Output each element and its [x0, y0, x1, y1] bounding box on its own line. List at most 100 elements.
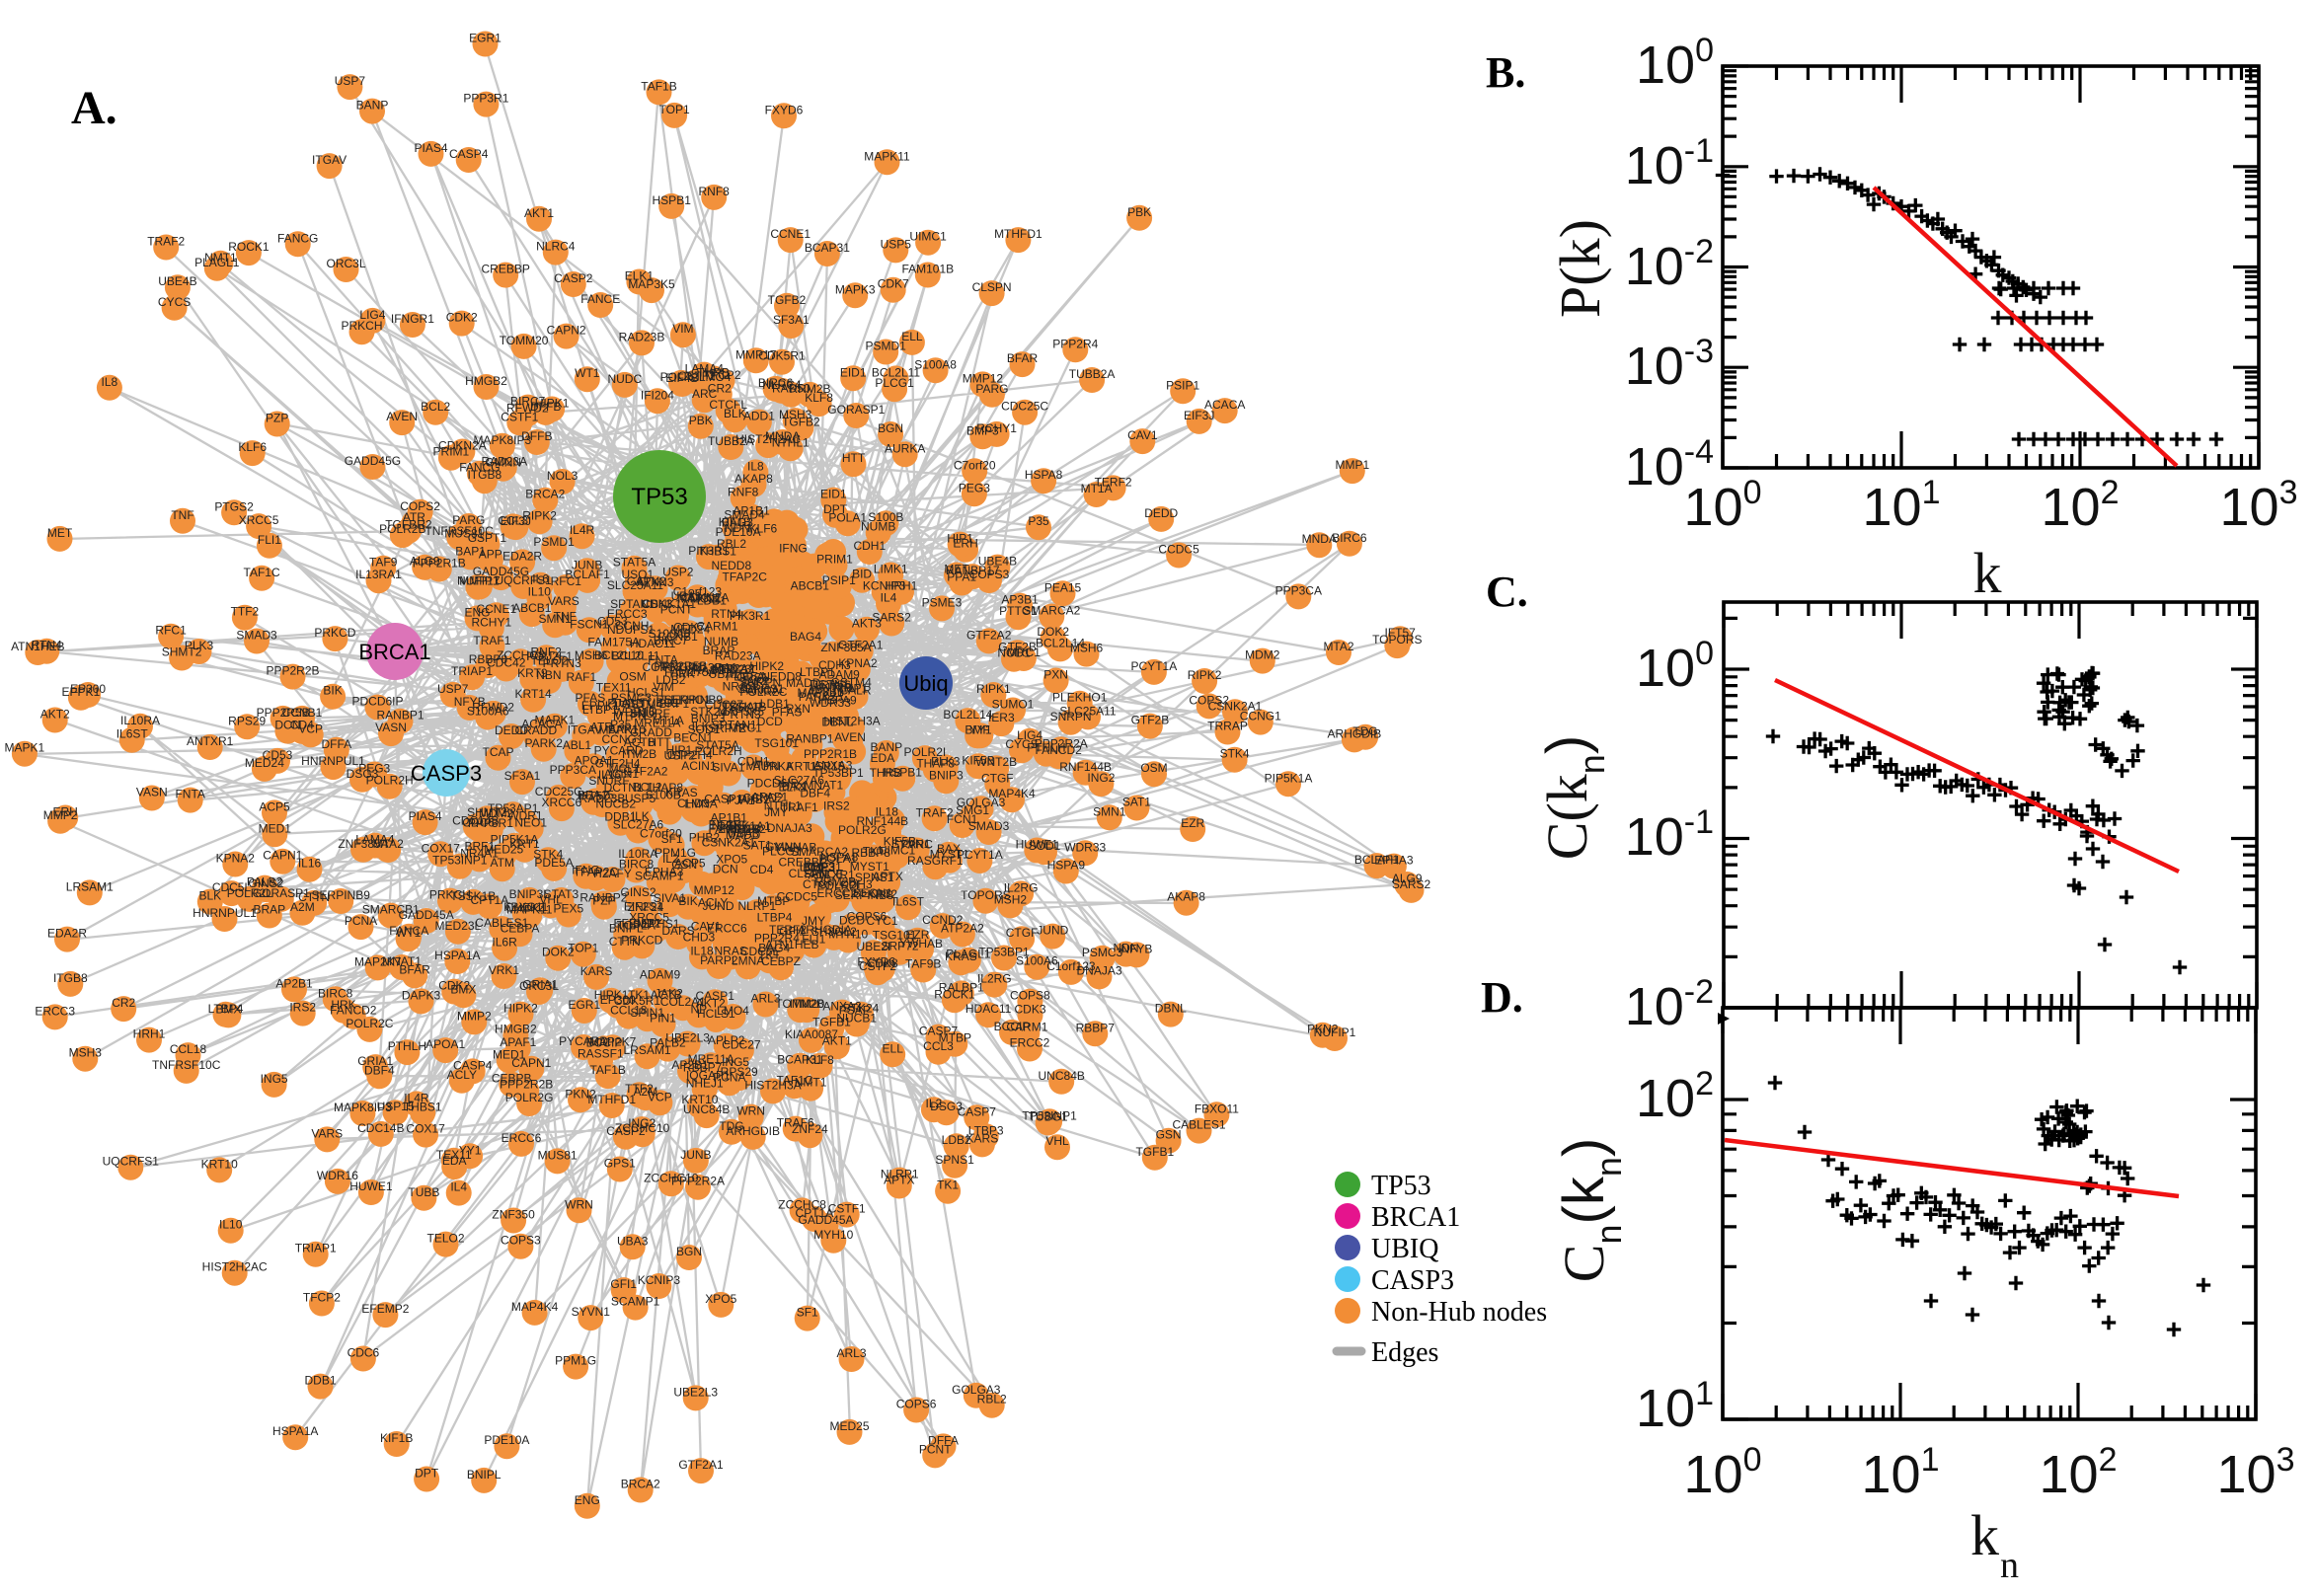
svg-text:SIVA1: SIVA1	[712, 761, 744, 775]
svg-text:RNF8: RNF8	[699, 185, 731, 198]
svg-text:MUS81: MUS81	[538, 1148, 578, 1162]
svg-text:UIMC1: UIMC1	[909, 230, 947, 244]
svg-text:TP53INP1: TP53INP1	[1022, 1108, 1077, 1122]
svg-text:TDG: TDG	[1352, 724, 1377, 738]
svg-text:DPT: DPT	[415, 1467, 439, 1481]
svg-text:TELO2: TELO2	[426, 1232, 464, 1246]
svg-text:HUWE1: HUWE1	[349, 1179, 393, 1193]
svg-text:TRIAP1: TRIAP1	[295, 1242, 337, 1255]
svg-text:CAPN1: CAPN1	[263, 849, 302, 863]
svg-text:USP15: USP15	[807, 760, 844, 774]
svg-text:ELK1: ELK1	[779, 781, 809, 795]
svg-text:PJA1: PJA1	[607, 697, 636, 711]
svg-text:GADD45G: GADD45G	[345, 454, 401, 468]
svg-text:ABL1: ABL1	[563, 738, 592, 752]
svg-text:POLR2I: POLR2I	[660, 370, 703, 384]
svg-text:PJA1: PJA1	[727, 794, 755, 807]
svg-text:YWHAB: YWHAB	[899, 937, 943, 950]
svg-text:EID1: EID1	[840, 365, 867, 379]
svg-text:IL4R: IL4R	[570, 523, 595, 537]
svg-text:RFWD2: RFWD2	[506, 401, 549, 415]
svg-text:XRCC5: XRCC5	[239, 513, 279, 527]
svg-text:SARS2: SARS2	[1392, 877, 1431, 891]
svg-text:MAPK10: MAPK10	[599, 723, 647, 737]
svg-text:PCYT1A: PCYT1A	[1131, 659, 1178, 673]
svg-text:NLRC4: NLRC4	[536, 240, 576, 254]
svg-text:FAM101B: FAM101B	[901, 263, 954, 276]
svg-text:AKT1: AKT1	[524, 206, 554, 220]
svg-text:FANCA: FANCA	[389, 924, 428, 938]
svg-text:GTF2A2: GTF2A2	[966, 628, 1012, 642]
svg-text:GOLGA3: GOLGA3	[952, 1383, 1001, 1397]
svg-text:LIG4: LIG4	[359, 308, 385, 322]
svg-text:PEG3: PEG3	[959, 481, 990, 494]
svg-text:CTTN: CTTN	[609, 935, 641, 949]
svg-text:BRCA2: BRCA2	[525, 488, 565, 501]
svg-text:APAF1: APAF1	[500, 1035, 536, 1049]
svg-text:NTHL1: NTHL1	[772, 435, 810, 449]
svg-text:DOK2: DOK2	[1037, 625, 1069, 639]
svg-text:CASP2: CASP2	[606, 1124, 646, 1138]
svg-text:CAPN1: CAPN1	[511, 1056, 551, 1070]
svg-text:IL10RA: IL10RA	[120, 714, 160, 727]
svg-text:CD53: CD53	[263, 748, 293, 762]
svg-text:TSSK1B: TSSK1B	[450, 889, 496, 903]
svg-text:HRH1: HRH1	[133, 1027, 166, 1041]
svg-text:CAPN2: CAPN2	[547, 324, 586, 338]
svg-text:BMF: BMF	[965, 722, 989, 736]
svg-text:EDA2R: EDA2R	[502, 549, 542, 563]
svg-text:PPM1G: PPM1G	[555, 1354, 596, 1368]
svg-text:MMP2: MMP2	[457, 1009, 492, 1023]
svg-text:C7orf20: C7orf20	[954, 458, 996, 472]
svg-text:PSME3: PSME3	[922, 595, 963, 609]
svg-text:RNF144B: RNF144B	[856, 814, 908, 828]
svg-text:CDK7: CDK7	[673, 620, 705, 634]
svg-text:TAF9B: TAF9B	[905, 957, 941, 971]
svg-text:PARG: PARG	[975, 382, 1008, 396]
svg-text:MAPK1: MAPK1	[5, 741, 45, 755]
svg-text:PIK3R1: PIK3R1	[688, 544, 730, 558]
svg-text:NFYB: NFYB	[1120, 942, 1152, 955]
svg-text:CCNG1: CCNG1	[1240, 710, 1281, 723]
svg-text:FBXO11: FBXO11	[1195, 1102, 1239, 1115]
svg-text:CASP1: CASP1	[696, 989, 735, 1003]
svg-text:MTA2: MTA2	[1323, 640, 1353, 653]
svg-text:MYH10: MYH10	[813, 1228, 853, 1242]
svg-text:PCNT: PCNT	[919, 1442, 952, 1456]
svg-text:OSM: OSM	[1140, 761, 1167, 775]
svg-text:TOP1: TOP1	[659, 103, 690, 116]
svg-text:NFYB: NFYB	[454, 695, 486, 709]
svg-text:ITM2B: ITM2B	[790, 997, 824, 1011]
svg-text:PSIP1: PSIP1	[1166, 378, 1199, 392]
svg-text:CAV1: CAV1	[1127, 428, 1158, 442]
svg-text:PPP3CA: PPP3CA	[1275, 583, 1322, 597]
svg-text:IL8: IL8	[102, 375, 118, 389]
svg-text:MAPK3: MAPK3	[835, 282, 876, 296]
svg-text:SPIN1: SPIN1	[630, 1006, 664, 1020]
svg-text:USP5: USP5	[881, 237, 912, 251]
svg-text:RPS29: RPS29	[228, 714, 266, 727]
svg-text:HMGB2: HMGB2	[465, 374, 507, 388]
svg-text:CTGF: CTGF	[981, 771, 1014, 785]
svg-text:KRT10: KRT10	[681, 1093, 718, 1106]
svg-text:ADD1: ADD1	[743, 410, 775, 423]
svg-text:FANCE: FANCE	[580, 292, 620, 306]
svg-text:BCL2L10: BCL2L10	[594, 648, 644, 662]
svg-text:IL10RA: IL10RA	[618, 847, 657, 861]
svg-text:B.: B.	[1486, 48, 1525, 97]
svg-text:AURKA: AURKA	[885, 441, 925, 455]
svg-text:k: k	[1970, 1503, 1999, 1567]
svg-text:NEO1: NEO1	[514, 816, 547, 830]
svg-text:DBNL: DBNL	[1155, 1002, 1187, 1016]
svg-text:GSTM4: GSTM4	[831, 675, 873, 689]
svg-text:COPS8: COPS8	[643, 660, 683, 674]
svg-text:JUND: JUND	[703, 899, 734, 913]
svg-text:GTF2H4: GTF2H4	[595, 757, 641, 771]
svg-text:TP53AP1: TP53AP1	[488, 801, 539, 815]
svg-text:CR2: CR2	[112, 996, 135, 1010]
svg-text:KPNA2: KPNA2	[838, 656, 878, 670]
svg-text:HNRNPUL1: HNRNPUL1	[301, 754, 365, 768]
svg-text:ORC3L: ORC3L	[326, 257, 365, 270]
svg-text:PIAS4: PIAS4	[409, 809, 442, 823]
svg-text:GSPT1: GSPT1	[468, 531, 507, 545]
